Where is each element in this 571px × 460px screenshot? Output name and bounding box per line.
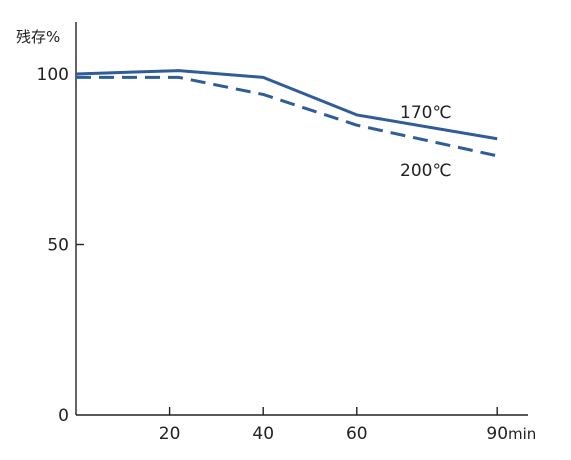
y-tick-label: 50	[47, 236, 69, 256]
x-tick-label: 20	[159, 424, 181, 444]
series-label-1: 170℃	[400, 103, 452, 123]
series-label-2: 200℃	[400, 161, 452, 181]
y-axis-title: 残存%	[16, 28, 60, 46]
y-tick-label: 0	[58, 406, 69, 426]
x-tick-label: 40	[252, 424, 274, 444]
x-tick-label: 60	[346, 424, 368, 444]
y-tick-label: 100	[37, 65, 69, 85]
x-axis-title: min	[508, 425, 536, 443]
x-tick-label: 90	[486, 424, 508, 444]
